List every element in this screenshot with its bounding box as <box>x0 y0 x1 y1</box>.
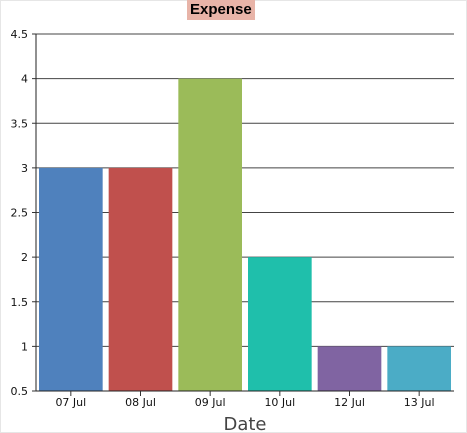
y-tick-label: 1.5 <box>11 296 29 309</box>
x-tick-label: 07 Jul <box>55 396 86 409</box>
x-tick-label: 13 Jul <box>404 396 435 409</box>
bar-07-jul <box>39 167 103 391</box>
x-axis-ticks: 07 Jul 08 Jul 09 Jul 10 Jul 12 Jul 13 Jul <box>55 391 435 409</box>
bar-09-jul <box>178 78 242 391</box>
x-tick-label: 10 Jul <box>264 396 295 409</box>
y-tick-label: 3.5 <box>11 117 29 130</box>
gridlines <box>36 33 454 347</box>
x-axis-label: Date <box>223 414 266 433</box>
y-axis-ticks: 0.5 1 1.5 2 2.5 3 3.5 4 4.5 <box>11 28 36 398</box>
y-tick-label: 1 <box>21 340 28 353</box>
bar-10-jul <box>248 257 312 391</box>
x-tick-label: 12 Jul <box>334 396 365 409</box>
x-tick-label: 09 Jul <box>195 396 226 409</box>
bars <box>39 78 451 391</box>
y-tick-label: 3 <box>21 162 28 175</box>
bar-13-jul <box>387 346 451 391</box>
bar-08-jul <box>108 167 173 391</box>
y-tick-label: 2 <box>21 251 28 264</box>
x-tick-label: 08 Jul <box>125 396 156 409</box>
y-tick-label: 4 <box>21 73 28 86</box>
bar-12-jul <box>317 346 382 391</box>
chart-title: Expense <box>187 0 255 20</box>
y-tick-label: 4.5 <box>11 28 29 41</box>
y-tick-label: 2.5 <box>11 207 29 220</box>
y-tick-label: 0.5 <box>11 385 29 398</box>
